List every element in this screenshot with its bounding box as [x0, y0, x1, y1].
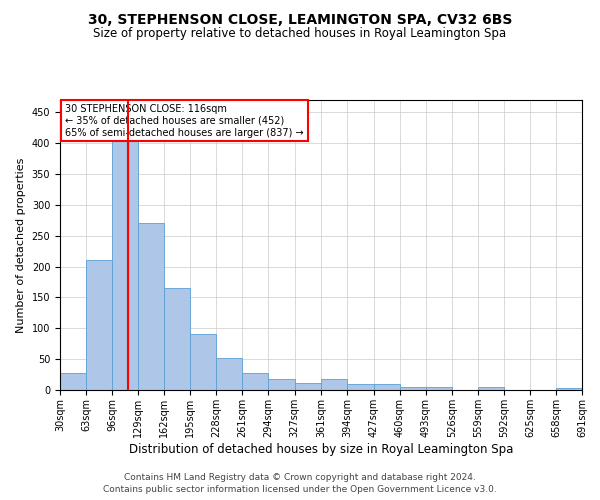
Bar [242, 372, 268, 390]
Text: Contains public sector information licensed under the Open Government Licence v3: Contains public sector information licen… [103, 485, 497, 494]
Y-axis label: Number of detached properties: Number of detached properties [16, 158, 26, 332]
Bar [425, 387, 452, 390]
X-axis label: Distribution of detached houses by size in Royal Leamington Spa: Distribution of detached houses by size … [129, 442, 513, 456]
Bar [556, 388, 582, 390]
Bar [322, 379, 347, 390]
Text: 30, STEPHENSON CLOSE, LEAMINGTON SPA, CV32 6BS: 30, STEPHENSON CLOSE, LEAMINGTON SPA, CV… [88, 12, 512, 26]
Bar [347, 384, 374, 390]
Bar [86, 260, 112, 390]
Bar [400, 387, 425, 390]
Bar [190, 334, 217, 390]
Text: 30 STEPHENSON CLOSE: 116sqm
← 35% of detached houses are smaller (452)
65% of se: 30 STEPHENSON CLOSE: 116sqm ← 35% of det… [65, 104, 304, 138]
Bar [374, 384, 400, 390]
Bar [478, 387, 504, 390]
Bar [112, 112, 138, 390]
Text: Size of property relative to detached houses in Royal Leamington Spa: Size of property relative to detached ho… [94, 28, 506, 40]
Bar [138, 224, 164, 390]
Bar [217, 358, 242, 390]
Bar [164, 288, 190, 390]
Bar [295, 382, 320, 390]
Bar [268, 379, 295, 390]
Text: Contains HM Land Registry data © Crown copyright and database right 2024.: Contains HM Land Registry data © Crown c… [124, 472, 476, 482]
Bar [60, 374, 86, 390]
